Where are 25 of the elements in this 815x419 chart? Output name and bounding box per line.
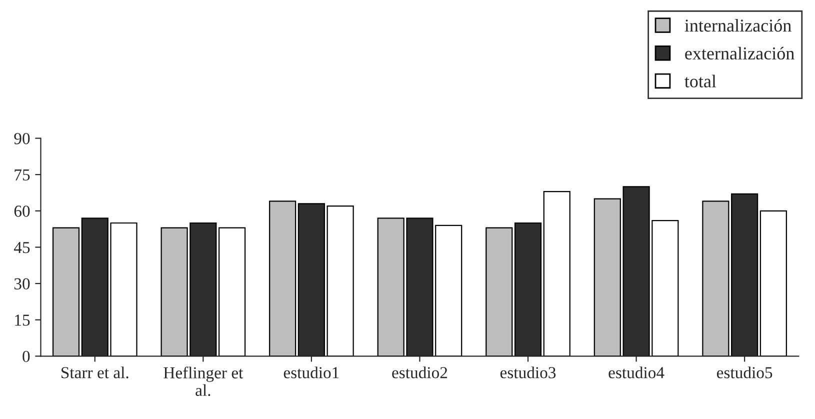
bar <box>269 200 296 356</box>
bar <box>486 227 513 356</box>
y-tick-label: 30 <box>14 278 30 290</box>
legend-label: externalización <box>685 46 794 60</box>
y-tick-label: 45 <box>14 242 30 254</box>
x-tick-label: estudio4 <box>608 366 664 378</box>
y-tick-label: 15 <box>15 314 30 326</box>
bar <box>52 227 80 356</box>
bar <box>543 190 570 356</box>
bar <box>326 206 354 356</box>
x-tick-label: estudio5 <box>716 366 772 378</box>
y-tick-label: 75 <box>14 169 30 181</box>
x-tick-label: Heflinger et al. <box>164 366 244 396</box>
x-tick-label: estudio2 <box>392 366 448 378</box>
y-tick-label: 0 <box>22 350 30 362</box>
y-tick-label: 90 <box>14 132 30 144</box>
bar <box>702 200 730 356</box>
bar <box>760 210 787 356</box>
bar <box>218 227 246 356</box>
y-tick-label: 60 <box>14 206 30 217</box>
x-tick-label: estudio3 <box>500 366 556 378</box>
legend-label: total <box>684 74 716 88</box>
x-tick-label: Starr et al. <box>62 366 128 378</box>
legend-label: internalización <box>684 18 792 32</box>
x-tick-label: estudio1 <box>284 366 339 378</box>
